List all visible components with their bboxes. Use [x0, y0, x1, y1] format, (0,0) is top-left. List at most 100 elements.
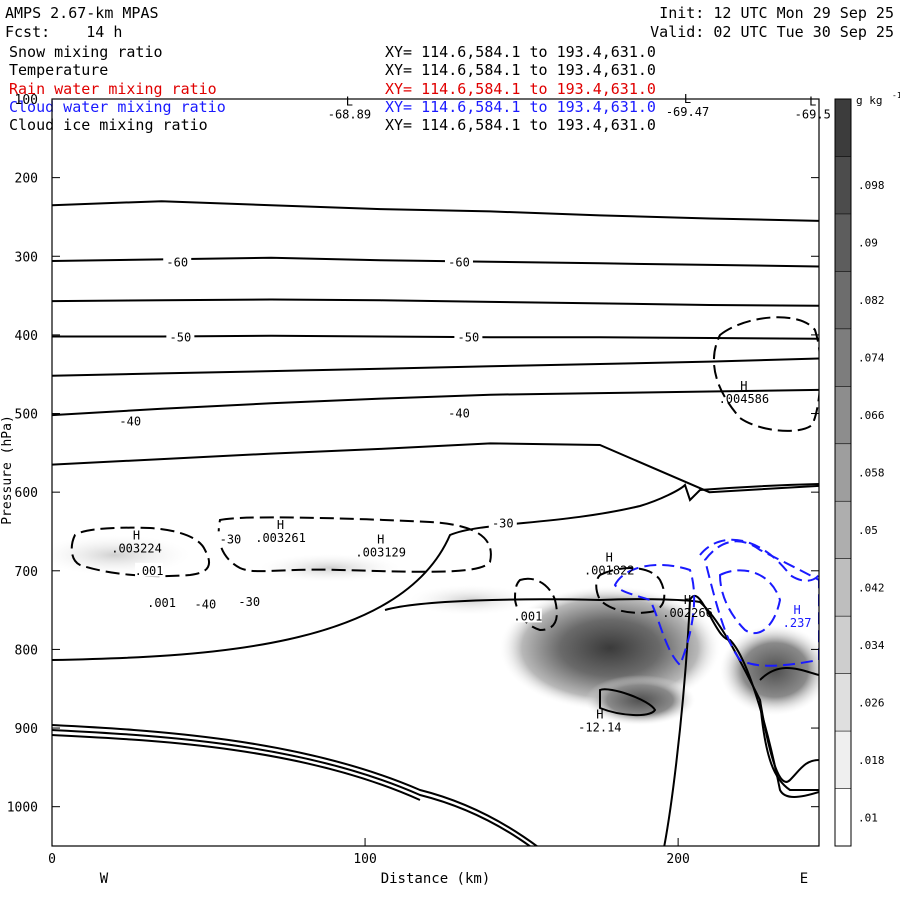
- init-time: Init: 12 UTC Mon 29 Sep 25: [659, 4, 894, 22]
- shade-mid-blob: [260, 554, 400, 582]
- colorbar-box-2: [835, 673, 851, 732]
- colorbar-label-6: .058: [858, 467, 885, 480]
- colorbar-label-9: .082: [858, 294, 885, 307]
- colorbar-label-2: .026: [858, 696, 885, 709]
- cloud-water-contour: [613, 564, 696, 667]
- forecast-hour: Fcst: 14 h: [5, 23, 123, 41]
- contour-label-5: -40: [448, 407, 470, 421]
- contour-label-bg-6: [488, 515, 517, 530]
- y-axis-label: Pressure (hPa): [0, 415, 15, 525]
- contour-label-1: -60: [448, 256, 470, 270]
- colorbar-label-3: .034: [858, 639, 885, 652]
- contour-label-0: -60: [166, 256, 188, 270]
- contour-label-bg-7: [216, 531, 245, 546]
- contour-label-bg-3: [454, 329, 483, 344]
- extremum-value-1: .003261: [255, 531, 306, 545]
- extremum-value-0: .003224: [111, 541, 162, 555]
- field-name-0: Snow mixing ratio: [9, 43, 163, 61]
- melting-contour: [384, 598, 819, 783]
- contour-label-bg-8: [235, 594, 264, 609]
- field-name-3: Cloud water mixing ratio: [9, 97, 226, 116]
- valid-time: Valid: 02 UTC Tue 30 Sep 25: [650, 23, 894, 41]
- contour-label-6: -30: [492, 517, 514, 531]
- isotherm-0: [52, 200, 819, 222]
- colorbar-box-4: [835, 558, 851, 617]
- colorbar-unit: g kg: [856, 94, 883, 107]
- colorbar-label-7: .066: [858, 409, 885, 422]
- contour-label-10: .001: [147, 596, 176, 610]
- isotherm-6: [52, 442, 819, 494]
- extremum-value-8: -69.47: [666, 105, 709, 119]
- contour-label-bg-5: [444, 405, 473, 420]
- extremum-H-2: H: [377, 532, 384, 546]
- ground-contour-2: [52, 729, 532, 846]
- colorbar-label-5: .05: [858, 524, 878, 537]
- field-xy-4: XY= 114.6,584.1 to 193.4,631.0: [385, 116, 656, 135]
- colorbar-box-12: [835, 99, 851, 157]
- colorbar-box-11: [835, 156, 851, 214]
- east-loop: [759, 667, 819, 681]
- colorbar-label-8: .074: [858, 352, 885, 365]
- contour-label-9: -40: [195, 598, 217, 612]
- field-xy-0: XY= 114.6,584.1 to 193.4,631.0: [385, 43, 656, 61]
- colorbar-label-4: .042: [858, 581, 885, 594]
- contour-label-11: .001: [513, 609, 542, 623]
- extremum-H-3: H: [606, 550, 613, 564]
- extremum-value-6: .004586: [719, 392, 770, 406]
- ytick-label-5: 600: [15, 486, 38, 501]
- field-name-2: Rain water mixing ratio: [9, 79, 217, 98]
- field-name-4: Cloud ice mixing ratio: [9, 116, 208, 135]
- contour-label-8: -30: [238, 595, 260, 609]
- extremum-H-7: H: [596, 708, 603, 722]
- extremum-value-5: .237: [783, 616, 812, 630]
- ytick-label-1: 200: [15, 172, 38, 187]
- contour-label-bg-11: [513, 608, 542, 623]
- ytick-label-4: 500: [15, 408, 38, 423]
- xtick-label-1: 100: [353, 852, 376, 867]
- field-xy-3: XY= 114.6,584.1 to 193.4,631.0: [385, 97, 656, 116]
- ground-contour: [52, 595, 819, 846]
- deep-loop: [759, 699, 819, 791]
- contour-label-bg-2: [166, 329, 195, 344]
- colorbar-box-1: [835, 731, 851, 789]
- extremum-H-1: H: [277, 518, 284, 532]
- extremum-H-5: H: [793, 603, 800, 617]
- extremum-value-2: .003129: [355, 545, 406, 559]
- snow-contour-core: [595, 567, 666, 614]
- model-title: AMPS 2.67-km MPAS: [5, 4, 159, 22]
- x-axis-label: Distance (km): [381, 871, 491, 887]
- temperature-contours: [52, 200, 819, 494]
- extremum-L-9: L: [809, 94, 816, 108]
- colorbar-box-0: [835, 788, 851, 846]
- cloud-water-contour-top: [699, 538, 819, 582]
- ytick-label-0: 100: [15, 93, 38, 108]
- extremum-H-6: H: [740, 379, 747, 393]
- extremum-value-3: .001822: [584, 563, 635, 577]
- colorbar-unit-exp: -1: [892, 91, 900, 100]
- contour-label-bg-0: [163, 254, 192, 269]
- contour-label-3: -50: [458, 330, 480, 344]
- colorbar-frame: [834, 98, 852, 847]
- xtick-label-0: 0: [48, 852, 56, 867]
- extremum-value-4: .002266: [662, 606, 713, 620]
- contour-label-bg-12: [135, 562, 164, 577]
- isotherm-minus30-lower: [52, 483, 819, 661]
- contour-labels: -60 -60 -50 -50 -40 -40 -30 -30 -30 -40 .001 .001 .0…: [111, 92, 831, 735]
- contour-label-12: .001: [135, 564, 164, 578]
- contour-label-bg-4: [116, 413, 145, 428]
- extremum-L-10: L: [346, 94, 353, 108]
- contour-label-bg-1: [444, 254, 473, 269]
- contour-label-2: -50: [170, 330, 192, 344]
- snow-contour-center: [513, 577, 558, 632]
- field-name-1: Temperature: [9, 61, 109, 80]
- colorbar-box-3: [835, 616, 851, 674]
- colorbar: .01 .018 .026 .034 .042 .05 .058 .066 .074 .082 .0…: [834, 91, 900, 847]
- colorbar-box-6: [835, 443, 851, 502]
- colorbar-box-10: [835, 213, 851, 272]
- colorbar-box-8: [835, 328, 851, 387]
- ytick-label-3: 400: [15, 329, 38, 344]
- contour-label-bg-10: [147, 595, 176, 610]
- ytick-label-6: 700: [15, 565, 38, 580]
- ground-contour-3: [52, 734, 421, 801]
- colorbar-label-10: .09: [858, 237, 878, 250]
